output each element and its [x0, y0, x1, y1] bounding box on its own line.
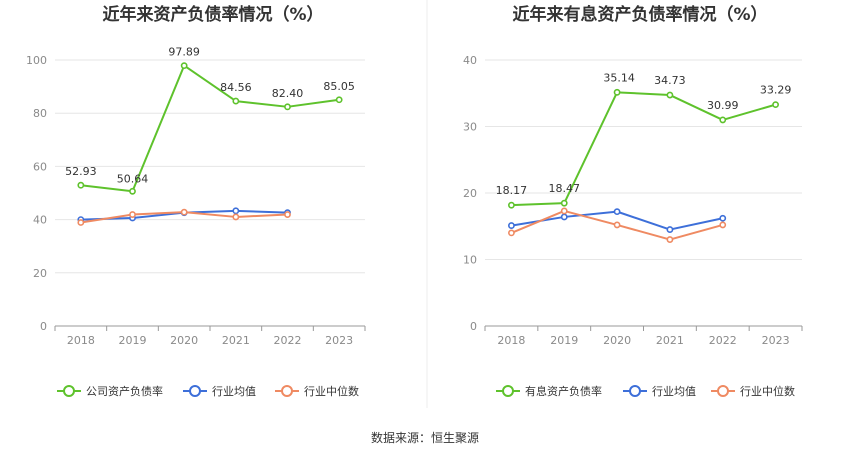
data-point: [232, 207, 240, 215]
data-point: [335, 96, 343, 104]
y-tick-label: 40: [33, 214, 47, 227]
x-tick-label: 2023: [325, 334, 353, 347]
legend-item[interactable]: 公司资产负债率: [57, 384, 163, 398]
legend-label: 行业均值: [652, 385, 696, 398]
x-tick-label: 2020: [603, 334, 631, 347]
data-point: [508, 229, 515, 237]
x-tick-label: 2019: [119, 334, 147, 347]
y-tick-label: 0: [40, 320, 47, 333]
x-tick-label: 2022: [709, 334, 737, 347]
data-label: 50.64: [117, 172, 149, 185]
left-chart-title: 近年来资产负债率情况（%）: [102, 4, 323, 25]
data-label: 97.89: [168, 46, 200, 59]
data-label: 52.93: [65, 165, 97, 178]
data-point: [772, 101, 779, 109]
data-point: [232, 97, 240, 105]
data-point: [77, 219, 85, 226]
x-tick-label: 2023: [762, 334, 790, 347]
legend-label: 行业均值: [212, 385, 256, 398]
legend-item[interactable]: 行业中位数: [711, 384, 795, 398]
legend-marker-icon: [281, 385, 293, 397]
y-tick-label: 100: [26, 54, 47, 67]
data-label: 18.47: [549, 182, 581, 195]
data-point: [180, 62, 188, 70]
x-tick-label: 2021: [656, 334, 684, 347]
legend-label: 有息资产负债率: [525, 384, 602, 398]
y-tick-label: 40: [463, 54, 477, 67]
legend-item[interactable]: 有息资产负债率: [496, 384, 602, 398]
legend-marker-icon: [502, 385, 514, 397]
legend-item[interactable]: 行业均值: [623, 385, 696, 398]
legend-marker-icon: [189, 385, 201, 397]
data-point: [613, 208, 621, 216]
y-tick-label: 10: [463, 254, 477, 267]
y-tick-label: 0: [470, 320, 477, 333]
data-point: [508, 201, 515, 209]
data-point: [719, 116, 727, 124]
legend-label: 公司资产负债率: [86, 384, 163, 398]
left-chart: 近年来资产负债率情况（%） 0 20 40 60 80 100 2018 2019 2020 20…: [26, 4, 366, 398]
x-tick-label: 2020: [170, 334, 198, 347]
data-point: [666, 226, 674, 233]
y-tick-label: 20: [33, 267, 47, 280]
data-point: [560, 207, 568, 215]
legend-label: 行业中位数: [304, 384, 359, 398]
legend-marker-icon: [629, 385, 641, 397]
y-tick-label: 30: [463, 121, 477, 134]
x-tick-label: 2022: [274, 334, 302, 347]
data-point: [129, 211, 136, 218]
x-tick-label: 2019: [550, 334, 578, 347]
legend-marker-icon: [63, 385, 75, 397]
legend-item[interactable]: 行业均值: [183, 385, 256, 398]
x-tick-label: 2018: [497, 334, 525, 347]
data-label: 33.29: [760, 84, 792, 97]
data-point: [613, 88, 621, 96]
data-point: [719, 214, 727, 222]
data-label: 85.05: [323, 80, 355, 93]
x-tick-label: 2018: [67, 334, 95, 347]
data-point: [232, 213, 240, 221]
data-label: 82.40: [272, 87, 304, 100]
data-point: [560, 213, 568, 221]
right-chart: 近年来有息资产负债率情况（%） 0 10 20 30 40 2018 2019 2020 202…: [463, 4, 803, 398]
data-point: [508, 222, 515, 229]
series-line: [511, 91, 776, 207]
series-line: [80, 64, 340, 193]
data-point: [560, 199, 568, 207]
data-point: [666, 236, 674, 243]
data-point: [129, 187, 136, 195]
data-point: [77, 181, 85, 189]
data-label: 34.73: [654, 74, 686, 87]
source-text: 数据来源：恒生聚源: [371, 430, 479, 445]
legend-item[interactable]: 行业中位数: [275, 384, 359, 398]
y-tick-label: 20: [463, 187, 477, 200]
y-tick-label: 80: [33, 107, 47, 120]
data-label: 30.99: [707, 99, 739, 112]
legend-label: 行业中位数: [740, 384, 795, 398]
data-label: 18.17: [496, 184, 528, 197]
data-point: [284, 103, 291, 111]
x-tick-label: 2021: [222, 334, 250, 347]
legend-marker-icon: [717, 385, 729, 397]
data-point: [719, 221, 727, 229]
data-point: [666, 91, 674, 99]
data-label: 35.14: [603, 71, 635, 84]
data-point: [613, 221, 621, 229]
data-point: [180, 208, 188, 216]
y-tick-label: 60: [33, 160, 47, 173]
data-label: 84.56: [220, 81, 252, 94]
right-chart-title: 近年来有息资产负债率情况（%）: [512, 4, 767, 25]
data-point: [284, 211, 291, 218]
